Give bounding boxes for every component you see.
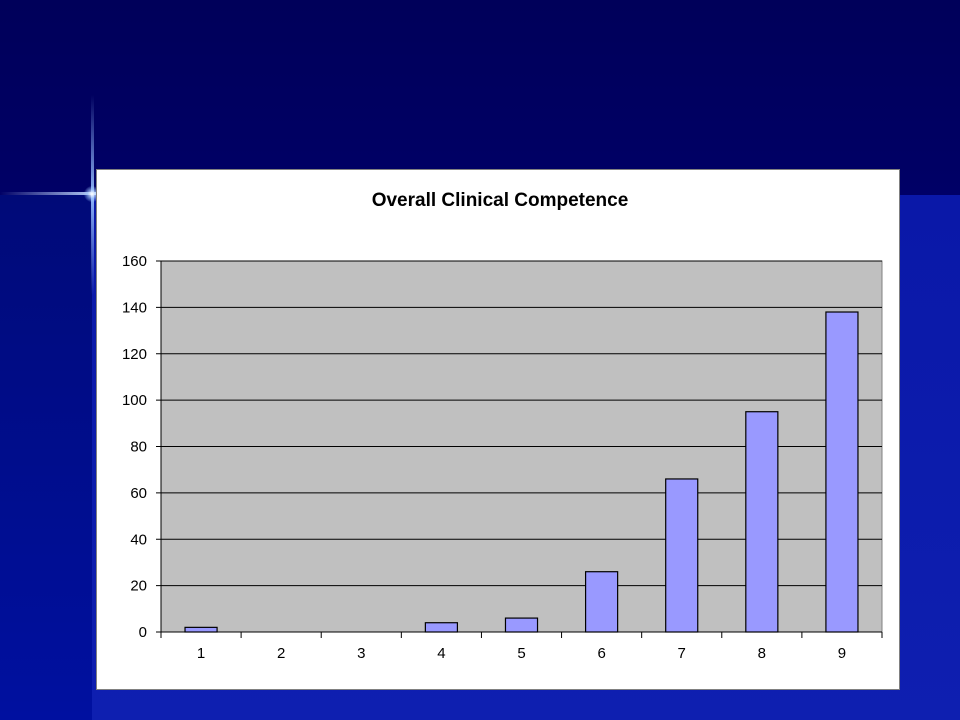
y-tick-label: 100 xyxy=(122,392,147,409)
y-tick-label: 140 xyxy=(122,299,147,316)
y-tick-label: 120 xyxy=(122,346,147,363)
slide-background-left xyxy=(0,195,92,720)
x-tick-label: 3 xyxy=(357,645,365,662)
plot-area: 0 20 40 60 80 100 120 140 160 1 2 3 4 5 6 7 8 9 xyxy=(122,253,883,662)
bar-1 xyxy=(184,626,218,633)
x-tick-label: 4 xyxy=(437,645,445,662)
bar-6 xyxy=(584,571,619,633)
bar-5 xyxy=(504,617,539,633)
chart-title: Overall Clinical Competence xyxy=(372,190,629,211)
y-tick-label: 60 xyxy=(130,485,147,502)
bar-chart: Overall Clinical Competence 0 20 40 60 80 100… xyxy=(122,190,883,662)
x-tick-label: 1 xyxy=(197,645,205,662)
y-tick-label: 20 xyxy=(130,578,147,595)
slide-background-top xyxy=(0,0,960,195)
y-tick-label: 160 xyxy=(122,253,147,270)
bar-4 xyxy=(424,622,459,633)
x-tick-label: 7 xyxy=(678,645,686,662)
x-tick-label: 8 xyxy=(758,645,766,662)
bar-7 xyxy=(665,478,699,633)
y-tick-label: 0 xyxy=(139,624,147,641)
x-tick-label: 9 xyxy=(838,645,846,662)
bar-8 xyxy=(745,411,779,633)
y-tick-label: 40 xyxy=(130,531,147,548)
chart-frame: Overall Clinical Competence 0 20 40 60 80 100… xyxy=(96,169,900,690)
bar-9 xyxy=(825,311,859,633)
x-tick-label: 6 xyxy=(597,645,605,662)
y-tick-label: 80 xyxy=(130,439,147,456)
x-tick-label: 5 xyxy=(517,645,525,662)
x-tick-label: 2 xyxy=(277,645,285,662)
